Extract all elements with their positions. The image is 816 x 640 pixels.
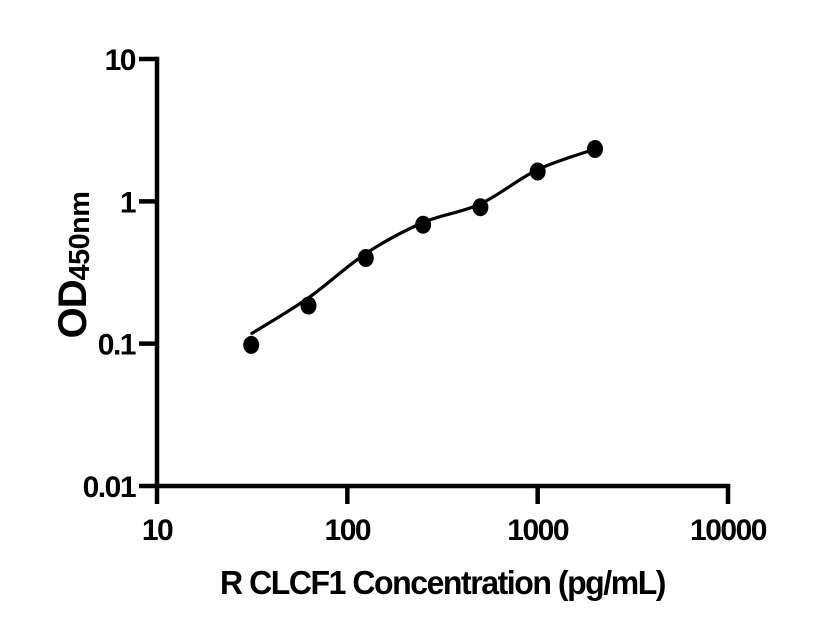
y-tick-label-1: 1 — [120, 186, 136, 219]
axes — [154, 56, 731, 489]
data-point-1000 — [529, 162, 546, 181]
data-point-250 — [415, 215, 432, 234]
y-tick-label-0.01: 0.01 — [83, 471, 136, 504]
data-point-62.5 — [300, 296, 317, 315]
y-axis-title-main: OD — [50, 280, 95, 339]
y-tick-label-0.1: 0.1 — [98, 329, 136, 362]
data-point-2000 — [587, 140, 603, 158]
y-tick-label-10: 10 — [105, 44, 136, 77]
x-tick-label-10000: 10000 — [690, 514, 767, 547]
axis-ticks — [139, 56, 731, 504]
data-points — [243, 140, 603, 354]
y-axis-title: OD450nm — [51, 192, 97, 339]
x-axis-title: R CLCF1 Concentration (pg/mL) — [219, 564, 667, 601]
y-axis-title-subscript: 450nm — [64, 191, 97, 281]
axis-tick-labels: 10 100 1000 10000 0.01 0.1 1 10 — [83, 44, 769, 547]
x-tick-label-100: 100 — [325, 514, 371, 547]
x-tick-label-1000: 1000 — [507, 514, 569, 547]
x-tick-label-10: 10 — [142, 514, 173, 547]
axis-spine — [154, 56, 731, 489]
data-point-125 — [357, 249, 374, 267]
data-point-500 — [472, 198, 489, 217]
data-point-31.25 — [243, 335, 260, 354]
